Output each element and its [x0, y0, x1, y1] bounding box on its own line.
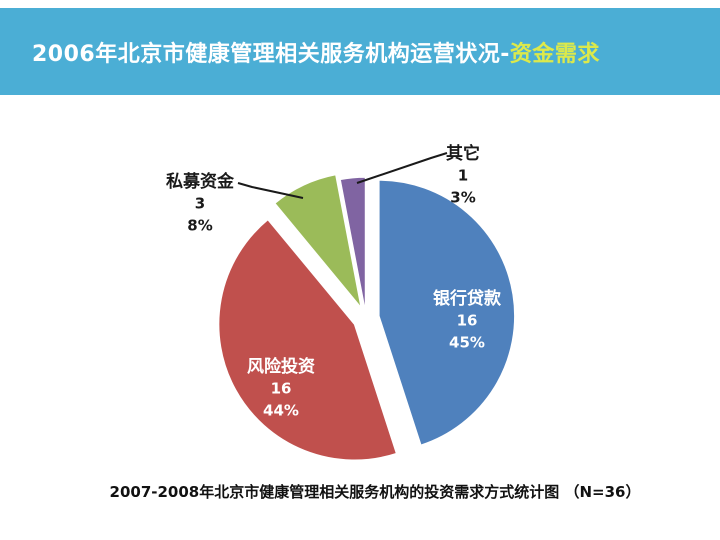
slice-label-bank-loan-name: 银行贷款	[433, 288, 502, 309]
leader-line-private-equity	[237, 182, 304, 199]
slice-label-other-value: 1	[458, 167, 468, 185]
slice-label-bank-loan-percent: 45%	[449, 334, 485, 352]
slice-label-other-percent: 3%	[450, 189, 475, 207]
slide-title: 2006年北京市健康管理相关服务机构运营状况- 资金需求	[32, 8, 600, 95]
slide-title-main: 2006年北京市健康管理相关服务机构运营状况-	[32, 41, 510, 67]
slice-label-venture-capital-percent: 44%	[263, 402, 299, 420]
pie-slice-private-equity	[273, 173, 363, 309]
slice-label-venture-capital-value: 16	[271, 380, 292, 398]
slice-label-private-equity-name: 私募资金	[166, 171, 235, 192]
slice-label-private-equity-percent: 8%	[187, 217, 212, 235]
slice-label-bank-loan-value: 16	[457, 312, 478, 330]
slice-label-private-equity-value: 3	[195, 195, 205, 213]
slice-label-venture-capital-name: 风险投资	[247, 356, 315, 377]
pie-slice-other	[339, 176, 367, 314]
slice-label-other-name: 其它	[446, 143, 480, 164]
pie-slice-bank-loan	[378, 179, 516, 447]
leader-line-other	[356, 152, 448, 184]
slide-title-accent: 资金需求	[509, 41, 600, 67]
header-bar: 2006年北京市健康管理相关服务机构运营状况- 资金需求	[0, 8, 720, 95]
pie-slice-venture-capital	[217, 218, 398, 461]
chart-caption: 2007-2008年北京市健康管理相关服务机构的投资需求方式统计图 （N=36）	[109, 483, 641, 501]
